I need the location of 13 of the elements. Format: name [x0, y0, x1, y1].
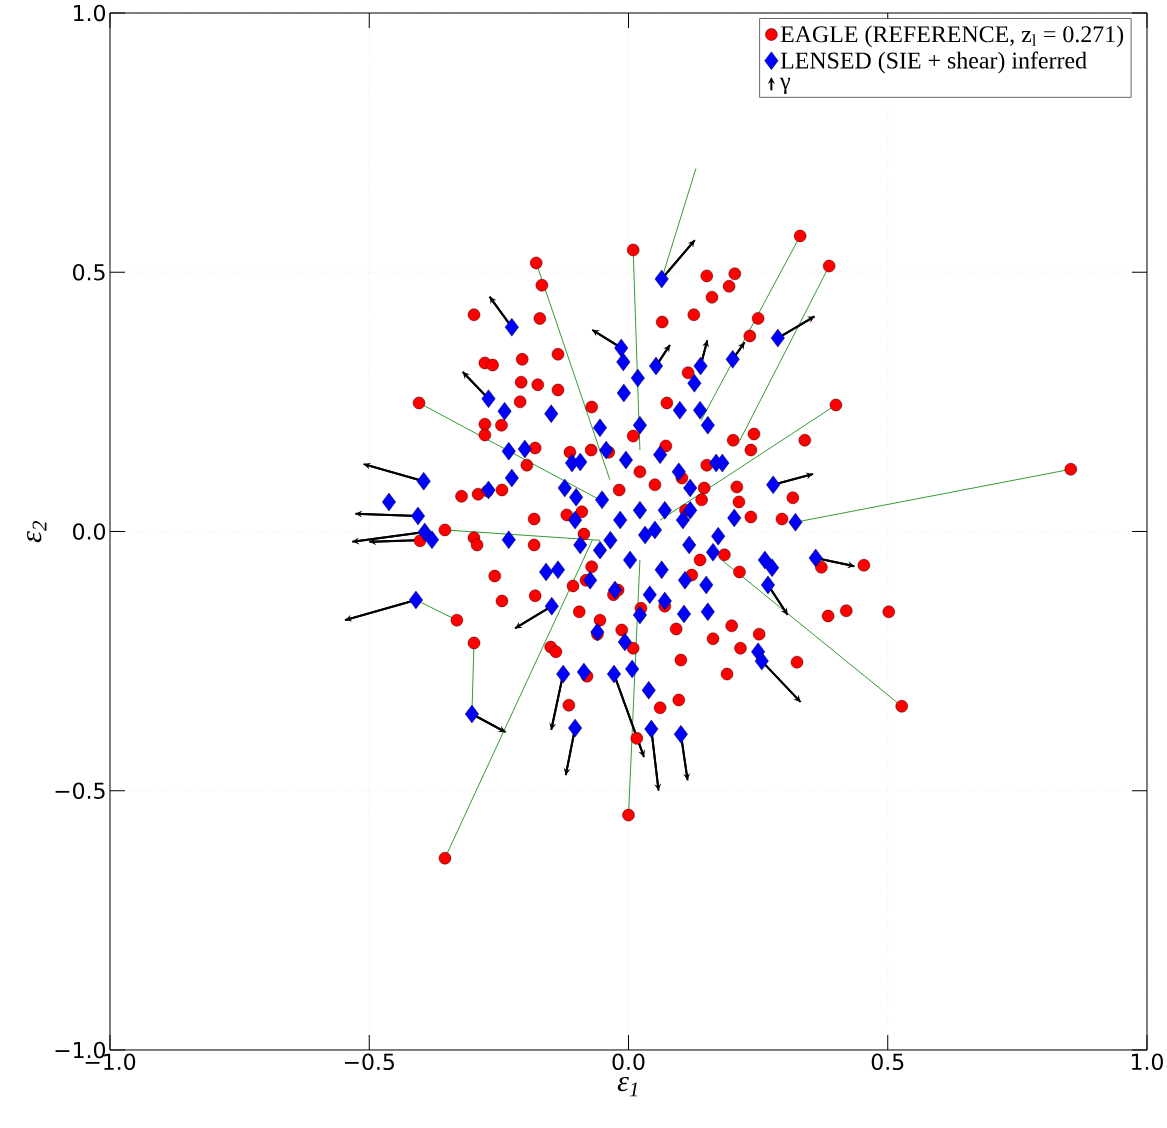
legend-label: EAGLE (REFERENCE, z$_{l}$ = 0.271)	[780, 25, 1124, 48]
x-tick-label: 1.0	[1131, 1053, 1163, 1071]
x-tick-label: 0.0	[612, 1053, 645, 1071]
legend-label: γ	[780, 77, 791, 94]
legend-label: LENSED (SIE + shear) inferred	[780, 51, 1087, 74]
y-axis-title: ε$_{2}$	[27, 521, 47, 543]
y-tick-label: 0.0	[73, 523, 106, 540]
y-tick-label: −0.5	[55, 782, 105, 800]
y-tick-label: 1.0	[74, 4, 106, 22]
y-tick-label: 0.5	[73, 263, 105, 281]
x-tick-label: −0.5	[344, 1053, 394, 1071]
x-axis-title: ε$_{1}$	[617, 1076, 638, 1097]
x-tick-label: 0.5	[871, 1053, 904, 1071]
